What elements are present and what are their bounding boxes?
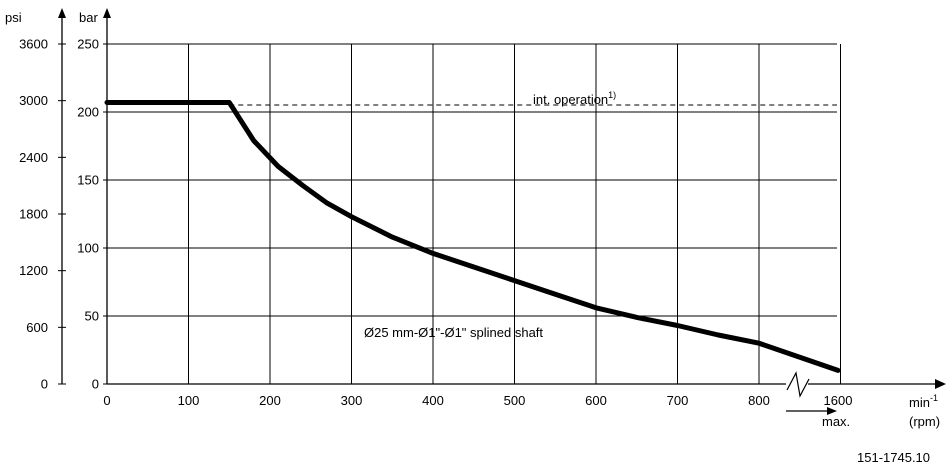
psi-tick-label: 600 <box>26 320 48 335</box>
x-tick-label: 1600 <box>824 393 853 408</box>
x-axis-label: min-1 <box>909 393 938 410</box>
reference-line-label: int. operation1) <box>533 90 616 107</box>
figure-id: 151-1745.10 <box>857 450 930 465</box>
x-tick-label: 0 <box>103 393 110 408</box>
x-tick-label: 500 <box>504 393 526 408</box>
x-axis-arrow <box>935 379 946 389</box>
series-label: Ø25 mm-Ø1"-Ø1" splined shaft <box>364 325 543 340</box>
x-tick-label: 300 <box>341 393 363 408</box>
psi-tick-label: 1200 <box>19 263 48 278</box>
x-tick-label: 600 <box>585 393 607 408</box>
bar-tick-label: 200 <box>77 105 99 120</box>
psi-axis-arrow <box>58 8 66 18</box>
reference-line-label-sup: 1) <box>608 90 616 100</box>
x-tick-label: 800 <box>748 393 770 408</box>
chart-axes <box>58 8 946 415</box>
reference-line-label-text: int. operation <box>533 92 608 107</box>
bar-tick-label: 50 <box>85 309 99 324</box>
psi-tick-label: 3600 <box>19 37 48 52</box>
axis-break-icon <box>786 371 810 398</box>
bar-tick-label: 0 <box>92 377 99 392</box>
psi-tick-label: 2400 <box>19 150 48 165</box>
chart-series <box>104 100 841 373</box>
x-axis-label-text: min <box>909 395 930 410</box>
bar-tick-label: 150 <box>77 173 99 188</box>
x-axis-unit: (rpm) <box>909 414 940 429</box>
psi-tick-label: 3000 <box>19 93 48 108</box>
x-axis-label-exponent: -1 <box>930 393 938 403</box>
series-line-splined-shaft <box>104 100 841 373</box>
bar-tick-label: 100 <box>77 241 99 256</box>
x-break-label: max. <box>822 414 850 429</box>
x-tick-label: 200 <box>259 393 281 408</box>
x-tick-label: 100 <box>178 393 200 408</box>
psi-tick-label: 1800 <box>19 207 48 222</box>
x-tick-label: 400 <box>422 393 444 408</box>
psi-tick-label: 0 <box>41 377 48 392</box>
bar-axis-arrow <box>103 8 111 18</box>
bar-axis-label: bar <box>79 10 98 25</box>
x-tick-label: 700 <box>667 393 689 408</box>
max-arrow-head <box>827 407 837 415</box>
chart-ticks: 0 50 100 150 200 250 0 600 1200 1800 2400 3000 3600 0… <box>19 37 852 409</box>
psi-axis-label: psi <box>5 10 22 25</box>
bar-tick-label: 250 <box>77 37 99 52</box>
